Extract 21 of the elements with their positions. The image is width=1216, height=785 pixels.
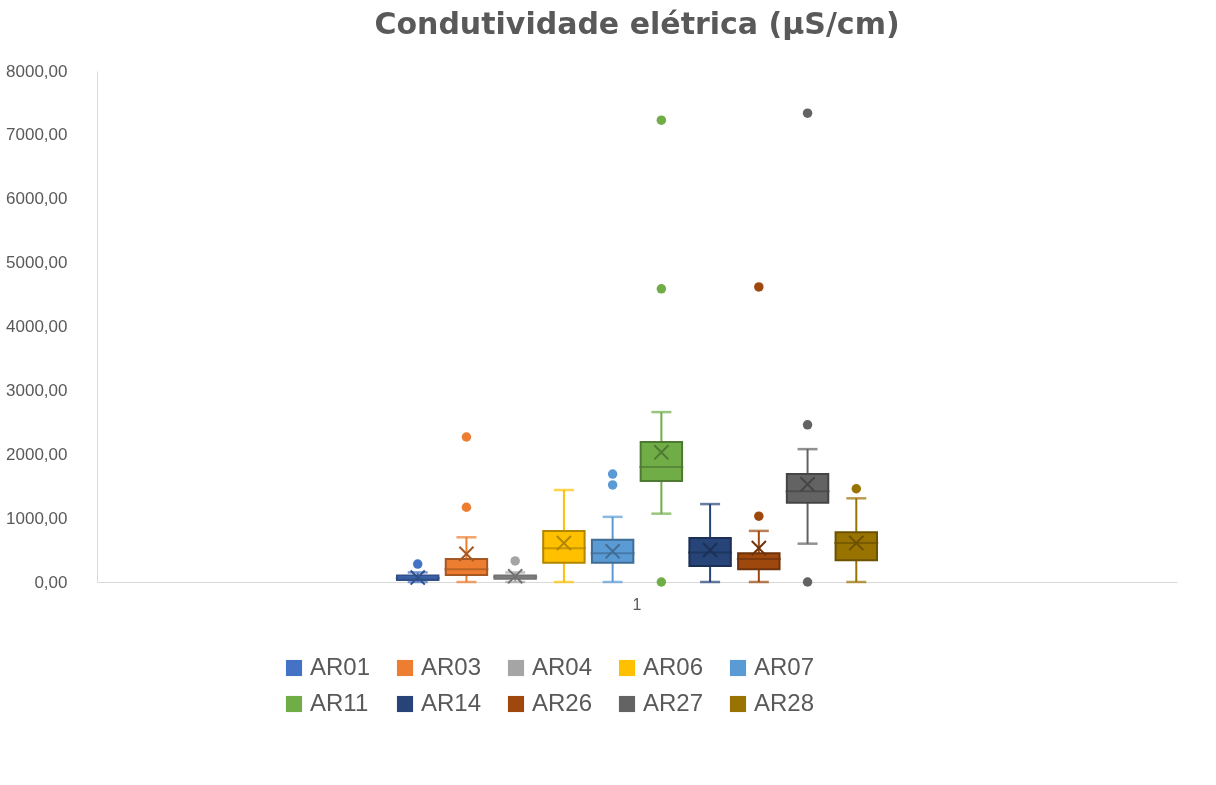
- legend-label: AR04: [532, 653, 593, 680]
- legend-label: AR03: [421, 653, 482, 680]
- y-tick-label: 4000,00: [6, 317, 68, 336]
- x-tick-label: 1: [632, 595, 642, 613]
- y-tick-label: 0,00: [34, 572, 68, 592]
- y-tick-label: 2000,00: [6, 444, 68, 464]
- legend-label: AR06: [643, 653, 704, 680]
- legend-label: AR07: [754, 653, 815, 680]
- y-tick-label: 6000,00: [6, 189, 68, 209]
- legend-label: AR01: [310, 653, 371, 680]
- y-tick-label: 7000,00: [6, 125, 68, 145]
- y-tick-label: 1000,00: [6, 508, 68, 528]
- y-tick-label: 5000,00: [6, 253, 68, 273]
- chart-title: Condutividade elétrica (µS/cm): [374, 6, 900, 41]
- y-tick-label: 8000,00: [6, 61, 68, 81]
- legend-label: AR27: [643, 689, 704, 716]
- legend-label: AR28: [754, 689, 815, 716]
- legend-label: AR26: [532, 689, 593, 716]
- legend-label: AR11: [310, 689, 369, 716]
- y-tick-label: 3000,00: [6, 380, 68, 400]
- legend-label: AR14: [421, 689, 482, 716]
